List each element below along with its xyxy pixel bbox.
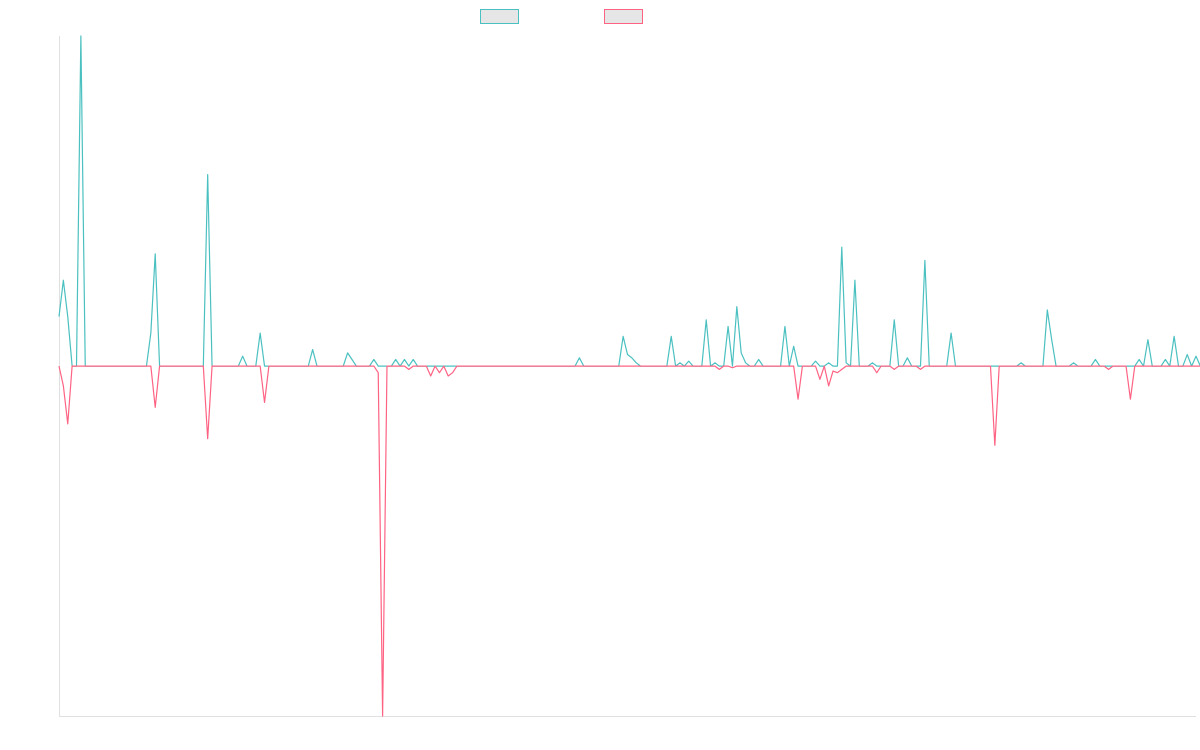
legend-swatch-series-2 [604,9,643,24]
series-layer [58,35,1200,717]
series-line-1 [58,35,1200,367]
legend-item-series-1[interactable] [480,9,525,24]
legend-item-series-2[interactable] [604,9,649,24]
legend-swatch-series-1 [480,9,519,24]
series-line-2 [58,365,1200,717]
